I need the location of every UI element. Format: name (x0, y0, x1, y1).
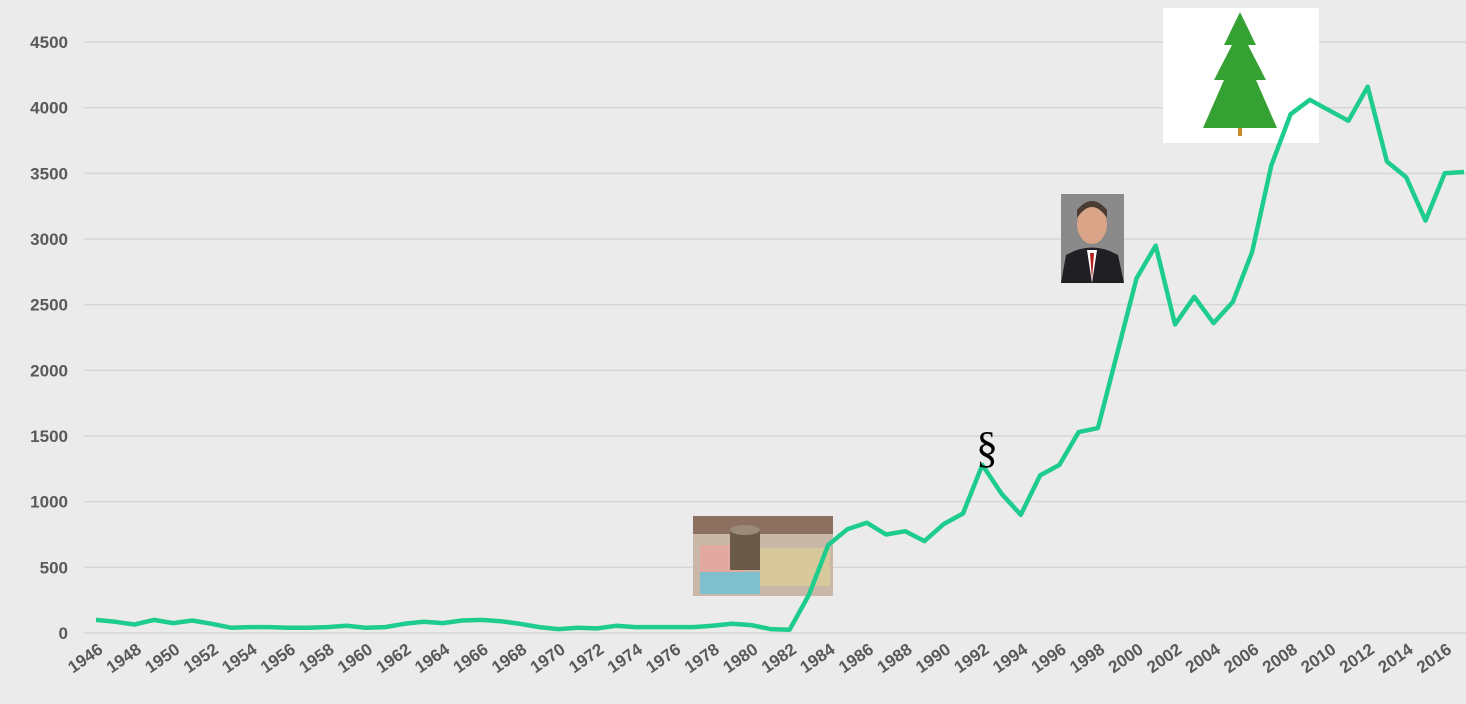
y-tick-label: 500 (40, 558, 68, 577)
annotation: § (976, 423, 998, 472)
portrait-image (1061, 194, 1124, 283)
y-tick-label: 4500 (30, 33, 68, 52)
y-tick-label: 2500 (30, 296, 68, 315)
y-tick-label: 3000 (30, 230, 68, 249)
y-tick-label: 3500 (30, 164, 68, 183)
tree-image (1163, 8, 1319, 143)
y-tick-label: 0 (59, 624, 68, 643)
y-tick-label: 1000 (30, 493, 68, 512)
y-tick-label: 4000 (30, 99, 68, 118)
y-tick-label: 1500 (30, 427, 68, 446)
y-tick-label: 2000 (30, 361, 68, 380)
chart: 0500100015002000250030003500400045001946… (0, 0, 1466, 704)
